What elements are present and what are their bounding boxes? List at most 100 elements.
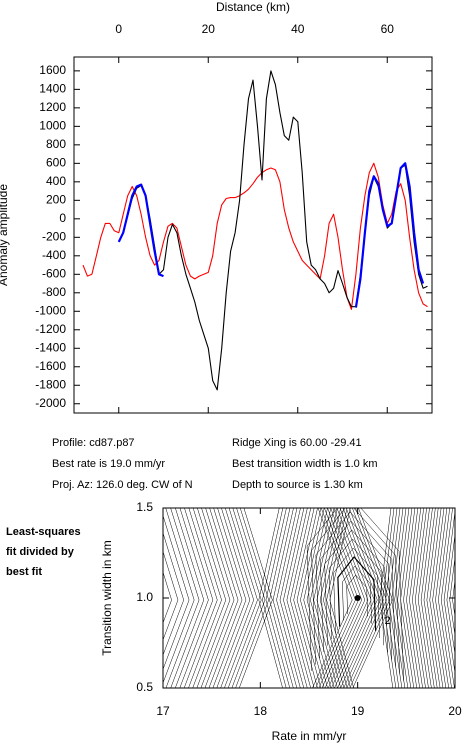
contour-line [175, 508, 209, 688]
contour-line [349, 508, 390, 688]
y-tick-label: 200 [46, 192, 66, 206]
contour-line [212, 508, 247, 688]
info-text: Best transition width is 1.0 km [232, 458, 378, 470]
contour-loop [320, 520, 392, 660]
x-tick-label: 60 [381, 22, 395, 36]
y-tick-label: -1000 [35, 303, 66, 317]
contour-line [303, 508, 328, 688]
contour-line [455, 503, 467, 693]
contour-line [208, 508, 243, 688]
contour-loop [306, 508, 404, 682]
x-tick-label: 20 [202, 22, 216, 36]
contour-line [183, 508, 218, 688]
contour-line [423, 508, 438, 688]
contour-line [179, 508, 214, 688]
info-text: Proj. Az: 126.0 deg. CW of N [52, 479, 193, 491]
info-text: Ridge Xing is 60.00 -29.41 [232, 437, 362, 449]
contour-line [409, 508, 423, 688]
contour-line [435, 508, 449, 688]
contour-loop [315, 511, 396, 667]
y-tick-label: 0.5 [136, 680, 153, 694]
contour-line [163, 532, 184, 656]
contour-loop [328, 538, 384, 646]
y-tick-label: 1000 [39, 119, 66, 133]
contour-loop [337, 556, 377, 631]
contour-line [449, 555, 455, 637]
y-axis-label: Transition width in km [100, 540, 114, 656]
contour-line [432, 508, 447, 688]
plot-frame [73, 56, 433, 414]
contour-line [163, 550, 179, 641]
contour-line [379, 508, 394, 688]
contour-line [170, 508, 205, 688]
contour-line [394, 508, 409, 688]
contour-line [224, 508, 258, 688]
x-axis-label: Distance (km) [216, 0, 290, 14]
contour-line [227, 508, 262, 688]
contour-line [443, 509, 455, 675]
contour-line [216, 508, 251, 688]
contour-line [235, 508, 269, 688]
x-tick-label: 40 [291, 22, 305, 36]
contour-line [337, 508, 378, 688]
contour-line [258, 508, 283, 688]
contour-line [438, 508, 452, 688]
contour-line [290, 508, 315, 688]
contour-loop [311, 508, 400, 675]
contour-line [397, 508, 412, 688]
contour-line [163, 571, 172, 624]
contour-line [283, 508, 308, 688]
note-line: fit divided by [6, 546, 75, 558]
contour-line [406, 508, 420, 688]
y-tick-label: -400 [42, 248, 66, 262]
contour-line [163, 508, 195, 684]
note-line: best fit [6, 566, 42, 578]
contour-line [403, 508, 418, 688]
contour-line [458, 503, 467, 693]
contour-line [324, 508, 366, 688]
contour-loop [342, 565, 372, 624]
best-fit-point [354, 595, 361, 601]
contour-line [426, 508, 441, 688]
y-tick-label: -1200 [35, 322, 66, 336]
contour-line [276, 508, 301, 688]
contour-line [388, 508, 403, 688]
x-tick-label: 20 [448, 704, 462, 718]
y-tick-label: 1.5 [136, 500, 153, 514]
contour-line [272, 508, 298, 688]
contour-line [286, 508, 311, 688]
contour-line [440, 508, 455, 688]
contour-line [220, 508, 254, 688]
contour-line [343, 508, 384, 688]
x-tick-label: 19 [351, 704, 365, 718]
contour-line [327, 508, 369, 688]
x-tick-label: 17 [156, 704, 170, 718]
contour-loop [333, 547, 380, 639]
contour-line [352, 508, 393, 688]
contour-label: 2 [385, 615, 391, 627]
contour-line [163, 514, 190, 671]
contour-loop [324, 529, 388, 653]
contour-line [200, 508, 235, 688]
contour-loop [346, 574, 368, 617]
contour-line [415, 508, 429, 688]
contour-line [279, 508, 305, 688]
data-line [117, 162, 425, 308]
y-tick-label: 1200 [39, 100, 66, 114]
contour-line [461, 503, 467, 693]
y-tick-label: 800 [46, 137, 66, 151]
contour-line [300, 508, 325, 688]
contour-line [331, 508, 372, 688]
contour-line [204, 508, 239, 688]
contour-line [452, 578, 455, 618]
data-line [82, 162, 428, 310]
info-text: Depth to source is 1.30 km [232, 479, 363, 491]
contour-line [420, 508, 435, 688]
info-text: Profile: cd87.p87 [52, 437, 135, 449]
y-tick-label: 1600 [39, 63, 66, 77]
y-tick-label: 1.0 [136, 590, 153, 604]
contour-line [293, 508, 318, 688]
contour-line [188, 508, 222, 688]
